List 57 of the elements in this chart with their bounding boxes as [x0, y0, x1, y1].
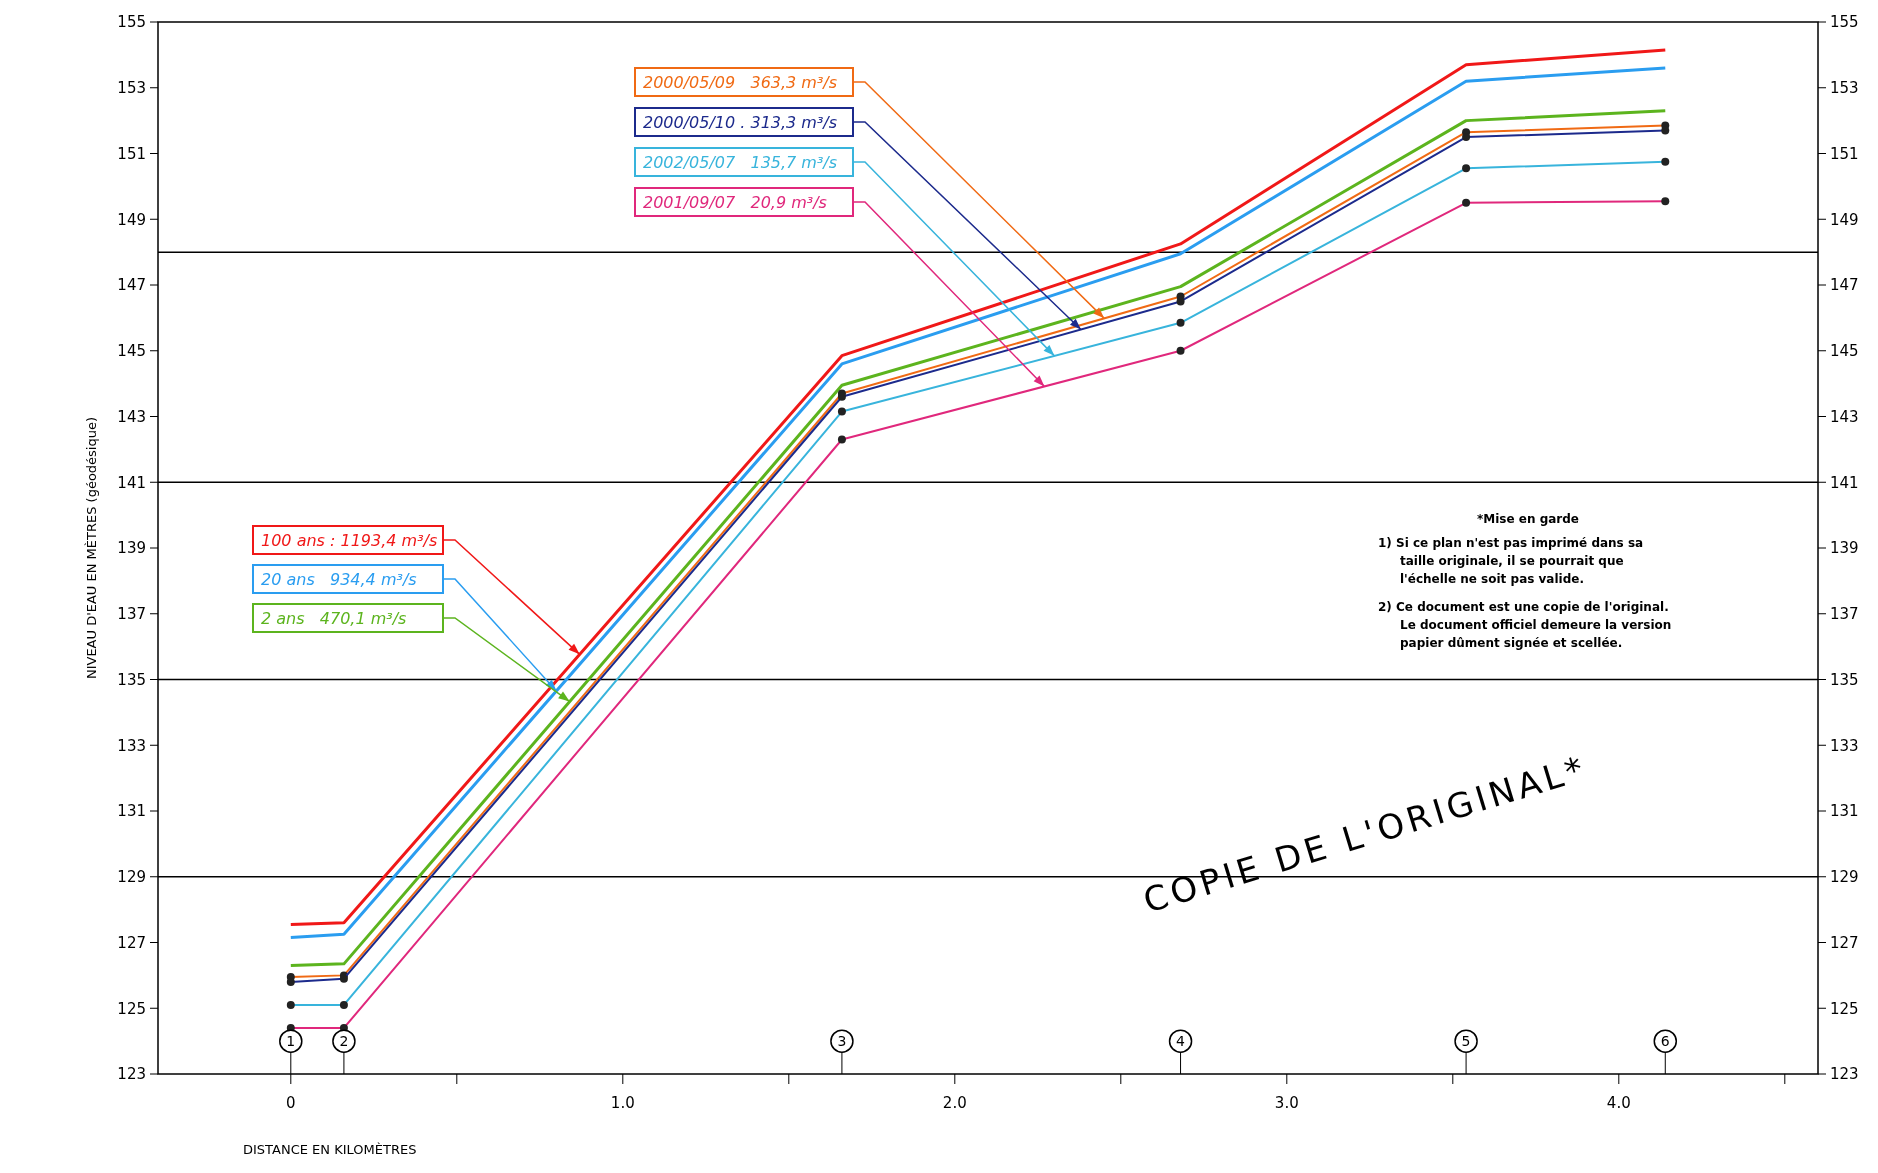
y2-tick-label: 133 [1830, 736, 1859, 755]
text: 20 ans 934,4 m³/s [261, 569, 417, 589]
y-tick-label: 127 [117, 933, 146, 952]
x-tick-label: 1.0 [610, 1094, 635, 1112]
y-tick-label: 141 [117, 473, 146, 492]
text: 100 ans : 1193,4 m³/s [261, 530, 438, 550]
y2-tick-label: 153 [1830, 79, 1859, 97]
y-tick-label: 131 [117, 802, 146, 821]
text: 2001/09/07 20,9 m³/s [643, 192, 827, 212]
y2-tick-label: 149 [1830, 210, 1859, 229]
y-tick-label: 153 [117, 79, 146, 97]
y-tick-label: 135 [117, 670, 146, 689]
annotation: 2) Ce document est une copie de l'original. Le document officiel demeure la version papier dûment signée et scellée. [1378, 600, 1672, 650]
y2-tick-label: 129 [1830, 868, 1859, 886]
x-tick-label: 3.0 [1274, 1094, 1299, 1112]
text: 2002/05/07 135,7 m³/s [643, 152, 838, 172]
y-tick-label: 139 [117, 539, 146, 558]
y2-tick-label: 137 [1830, 605, 1859, 623]
x-tick-label: 2.0 [942, 1094, 967, 1112]
annotation: *Mise en garde [1477, 512, 1579, 526]
y-tick-label: 149 [117, 210, 146, 229]
text: 2000/05/10 . 313,3 m³/s [643, 112, 838, 132]
y2-tick-label: 139 [1830, 539, 1859, 558]
annotation: 1) Si ce plan n'est pas imprimé dans sa taille originale, il se pourrait que l'échelle ne soit pas valide. [1378, 536, 1644, 586]
y-tick-label: 145 [117, 342, 146, 360]
y2-tick-label: 147 [1830, 276, 1859, 295]
y-tick-label: 125 [117, 999, 146, 1018]
text: 2 ans 470,1 m³/s [261, 608, 407, 628]
text: 2000/05/09 363,3 m³/s [643, 72, 838, 92]
y-tick-label: 133 [117, 736, 146, 755]
y2-tick-label: 151 [1830, 144, 1859, 163]
x-tick-label: 0 [286, 1094, 296, 1112]
x-tick-label: 4.0 [1606, 1094, 1631, 1112]
y2-tick-label: 135 [1830, 670, 1859, 689]
y-tick-label: 129 [117, 868, 146, 886]
y-tick-label: 155 [117, 13, 146, 32]
annotation: 5 [1461, 1033, 1471, 1050]
y2-tick-label: 123 [1830, 1065, 1859, 1084]
y-tick-label: 147 [117, 276, 146, 295]
x-axis-title: DISTANCE EN KILOMÈTRES [243, 1142, 417, 1157]
y2-tick-label: 127 [1830, 933, 1859, 952]
y-tick-label: 151 [117, 144, 146, 163]
y-tick-label: 123 [117, 1065, 146, 1084]
y2-tick-label: 145 [1830, 342, 1859, 360]
annotation: 6 [1660, 1033, 1670, 1050]
y2-tick-label: 141 [1830, 473, 1859, 492]
y2-tick-label: 143 [1830, 407, 1859, 426]
y2-tick-label: 155 [1830, 13, 1859, 32]
annotation: 4 [1176, 1033, 1186, 1050]
annotation: 3 [837, 1033, 847, 1050]
annotation: 1 [286, 1033, 296, 1050]
y2-tick-label: 131 [1830, 802, 1859, 821]
y2-tick-label: 125 [1830, 999, 1859, 1018]
y-tick-label: 137 [117, 605, 146, 623]
annotation: 2 [339, 1033, 349, 1050]
y-axis-title: NIVEAU D'EAU EN MÈTRES (géodésique) [84, 416, 99, 680]
y-tick-label: 143 [117, 407, 146, 426]
